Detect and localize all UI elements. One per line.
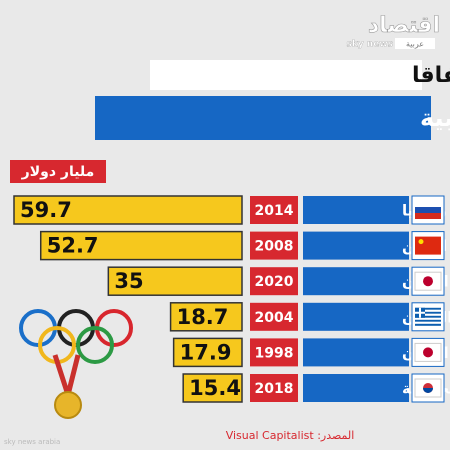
year-label: 2004: [255, 310, 294, 326]
flag: [415, 321, 441, 324]
logo-name: اقتصاد: [368, 13, 440, 38]
year-label: 2018: [255, 381, 294, 397]
category-box: [303, 196, 409, 224]
value-label: 35: [114, 269, 143, 293]
logo-box: [395, 38, 435, 49]
bar: [13, 195, 243, 225]
category-box: [303, 231, 409, 260]
category-box: [303, 302, 409, 331]
value-label: 17.9: [180, 340, 232, 364]
olympic-rings: [19, 309, 133, 364]
year-box: [250, 231, 298, 260]
flag: [423, 388, 433, 393]
flag: [415, 307, 425, 318]
value-label: 18.7: [177, 305, 229, 329]
title-box: [150, 60, 422, 90]
category-box: [303, 374, 409, 402]
flag: [415, 207, 441, 213]
chart-title: الدول الأكثر إنفاقا: [412, 60, 450, 88]
flag: [415, 313, 441, 316]
year-label: 1998: [255, 345, 294, 361]
flag: [415, 201, 441, 207]
year-box: [250, 338, 298, 367]
logo-brand: sky news: [346, 40, 393, 50]
watermark: sky news arabia: [4, 438, 60, 446]
year-label: 2020: [255, 274, 294, 290]
value-label: 59.7: [20, 198, 72, 222]
flag: [423, 347, 433, 358]
year-label: 2014: [255, 203, 294, 219]
year-box: [250, 302, 298, 331]
flag: [415, 323, 441, 326]
flag: [415, 309, 441, 312]
year-label: 2008: [255, 239, 294, 255]
unit-label: مليار دولار: [21, 164, 95, 180]
year-box: [250, 196, 298, 224]
bar: [169, 302, 243, 332]
bar: [107, 266, 243, 296]
medal: [54, 391, 82, 419]
bar: [39, 230, 243, 261]
flag: [418, 239, 424, 245]
value-label: 15.4: [189, 376, 241, 400]
year-box: [250, 374, 298, 402]
year-box: [250, 267, 298, 296]
flag: [415, 319, 441, 322]
flag: [415, 307, 441, 310]
bar: [172, 337, 243, 368]
category-box: [303, 267, 409, 296]
flag: [415, 317, 441, 320]
source: المصدر: Visual Capitalist: [226, 429, 355, 442]
value-label: 52.7: [47, 234, 99, 258]
chart-subtitle: على دورة الألعاب الأولمبية: [420, 103, 450, 132]
category-box: [303, 338, 409, 367]
unit-box: [10, 160, 106, 183]
bar: [182, 373, 243, 403]
flag: [415, 213, 441, 219]
flag: [423, 276, 433, 287]
flag: [415, 236, 441, 255]
logo-tag: عربية: [406, 40, 424, 49]
subtitle-box: [95, 96, 431, 140]
flag: [415, 315, 441, 318]
flag: [415, 311, 441, 314]
